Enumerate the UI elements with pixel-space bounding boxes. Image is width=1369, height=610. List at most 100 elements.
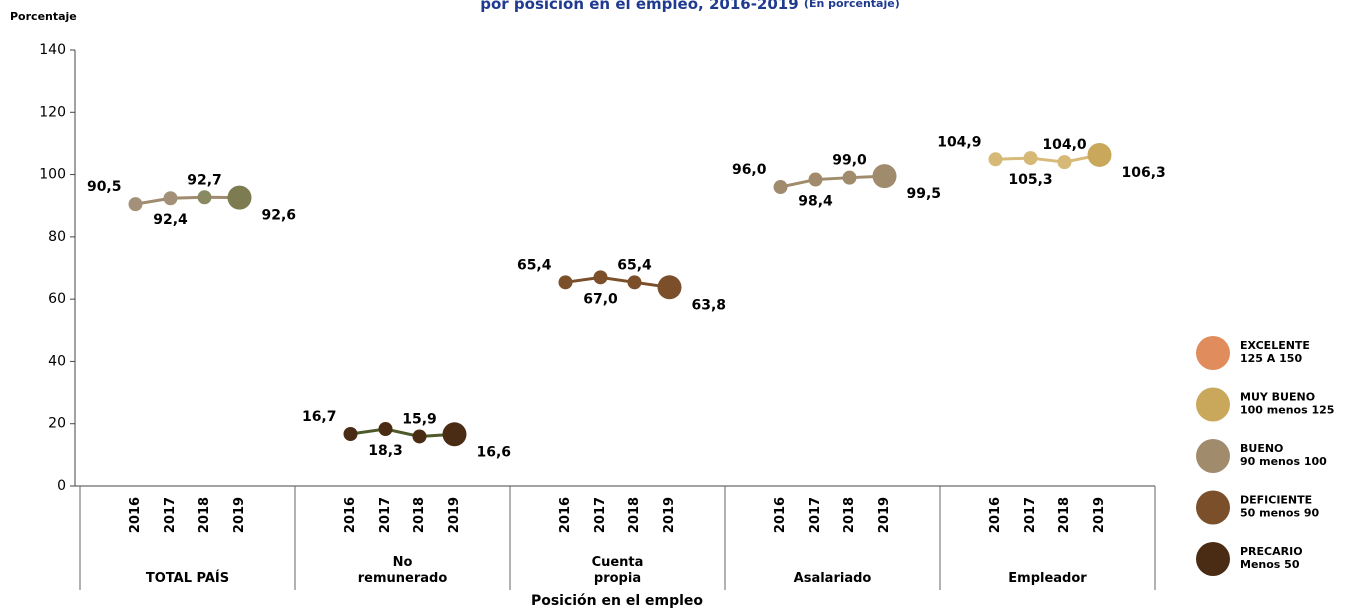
y-tick-label: 0 <box>57 478 66 494</box>
legend-range: 90 menos 100 <box>1240 455 1327 468</box>
x-tick-label: 2017 <box>1023 497 1038 533</box>
data-label: 104,9 <box>937 134 981 150</box>
y-tick-label: 60 <box>48 291 66 307</box>
series-line <box>995 153 1100 164</box>
chart-title: por posición en el empleo, 2016-2019 <box>480 0 798 13</box>
group-label: No remunerado <box>358 555 448 586</box>
x-tick-label: 2016 <box>128 497 143 533</box>
data-label: 65,4 <box>517 257 552 273</box>
x-tick-label: 2019 <box>232 497 247 533</box>
data-label: 105,3 <box>1008 172 1052 188</box>
data-label: 65,4 <box>617 257 652 273</box>
x-tick-label: 2017 <box>808 497 823 533</box>
legend-swatch <box>1196 439 1230 473</box>
group-label-line: propia <box>594 571 641 586</box>
data-label: 99,5 <box>907 186 942 202</box>
legend-range: Menos 50 <box>1240 558 1300 571</box>
x-tick-label: 2018 <box>412 497 427 533</box>
data-label: 90,5 <box>87 179 122 195</box>
x-tick-label: 2017 <box>378 497 393 533</box>
data-label: 15,9 <box>402 411 437 427</box>
data-label: 98,4 <box>798 194 833 210</box>
legend-range: 100 menos 125 <box>1240 404 1334 417</box>
data-point <box>442 422 467 447</box>
data-label: 18,3 <box>368 443 403 459</box>
x-tick-label: 2016 <box>988 497 1003 533</box>
y-tick-label: 120 <box>39 104 66 120</box>
x-tick-label: 2016 <box>343 497 358 533</box>
x-axis-label: Posición en el empleo <box>531 593 703 609</box>
legend-label: BUENO <box>1240 442 1283 455</box>
group-label-line: Asalariado <box>794 571 872 586</box>
chart-title-line: por posición en el empleo, 2016-2019 (En… <box>480 0 899 13</box>
legend-swatch <box>1196 490 1230 525</box>
x-tick-label: 2017 <box>163 497 178 533</box>
group-label-line: remunerado <box>358 571 448 586</box>
data-point <box>1023 151 1038 166</box>
group-label: Cuenta propia <box>592 555 644 586</box>
data-point <box>773 180 788 195</box>
x-tick-label: 2016 <box>773 497 788 533</box>
data-label: 16,6 <box>477 444 512 460</box>
data-label: 67,0 <box>583 291 618 307</box>
group-label-line: Cuenta <box>592 555 644 570</box>
data-point <box>593 270 608 285</box>
group-label-line: TOTAL PAÍS <box>146 570 229 586</box>
group-label-line: Empleador <box>1008 571 1087 586</box>
data-point <box>1057 155 1072 170</box>
data-point <box>657 275 682 300</box>
x-tick-label: 2019 <box>877 497 892 533</box>
data-point <box>988 152 1003 167</box>
series-line <box>780 174 885 189</box>
y-tick-label: 80 <box>48 229 66 245</box>
data-label: 16,7 <box>302 409 337 425</box>
group-label-line: No <box>393 555 413 570</box>
data-point <box>343 426 358 441</box>
legend-range: 125 A 150 <box>1240 352 1302 365</box>
x-tick-label: 2017 <box>593 497 608 533</box>
series-line <box>565 275 670 289</box>
x-tick-label: 2019 <box>1092 497 1107 533</box>
x-tick-label: 2019 <box>447 497 462 533</box>
data-label: 96,0 <box>732 162 767 178</box>
data-label: 99,0 <box>832 153 867 169</box>
legend-label: DEFICIENTE <box>1240 494 1312 507</box>
data-point <box>842 170 857 185</box>
legend-label: PRECARIO <box>1240 545 1303 558</box>
y-tick-label: 100 <box>39 167 66 183</box>
x-tick-label: 2018 <box>627 497 642 533</box>
data-point <box>1087 142 1112 167</box>
data-label: 104,0 <box>1042 137 1087 153</box>
x-tick-label: 2018 <box>197 497 212 533</box>
data-point <box>197 190 212 205</box>
legend-label: EXCELENTE <box>1240 339 1310 352</box>
legend-range: 50 menos 90 <box>1240 507 1319 520</box>
series-line <box>135 195 240 206</box>
x-tick-label: 2018 <box>1057 497 1072 533</box>
data-point <box>378 422 393 437</box>
data-point <box>808 172 823 187</box>
x-tick-label: 2018 <box>842 497 857 533</box>
group-label: TOTAL PAÍS <box>146 570 229 586</box>
data-label: 106,3 <box>1122 165 1166 181</box>
data-point <box>558 275 573 290</box>
group-label: Empleador <box>1008 571 1087 586</box>
data-label: 92,6 <box>262 208 297 224</box>
data-label: 92,7 <box>187 172 222 188</box>
data-point <box>412 429 427 444</box>
legend-label: MUY BUENO <box>1240 391 1315 404</box>
legend-swatch <box>1196 387 1230 422</box>
series-line <box>350 427 455 438</box>
group-label: Asalariado <box>794 571 872 586</box>
y-tick-label: 140 <box>39 42 66 58</box>
legend-swatch <box>1196 336 1230 370</box>
chart-subtitle: (En porcentaje) <box>804 0 900 10</box>
data-point <box>627 275 642 290</box>
y-axis-label: Porcentaje <box>10 10 77 23</box>
x-tick-label: 2019 <box>662 497 677 533</box>
data-point <box>163 191 178 206</box>
data-label: 63,8 <box>692 297 727 313</box>
x-tick-label: 2016 <box>558 497 573 533</box>
data-point <box>128 197 143 212</box>
